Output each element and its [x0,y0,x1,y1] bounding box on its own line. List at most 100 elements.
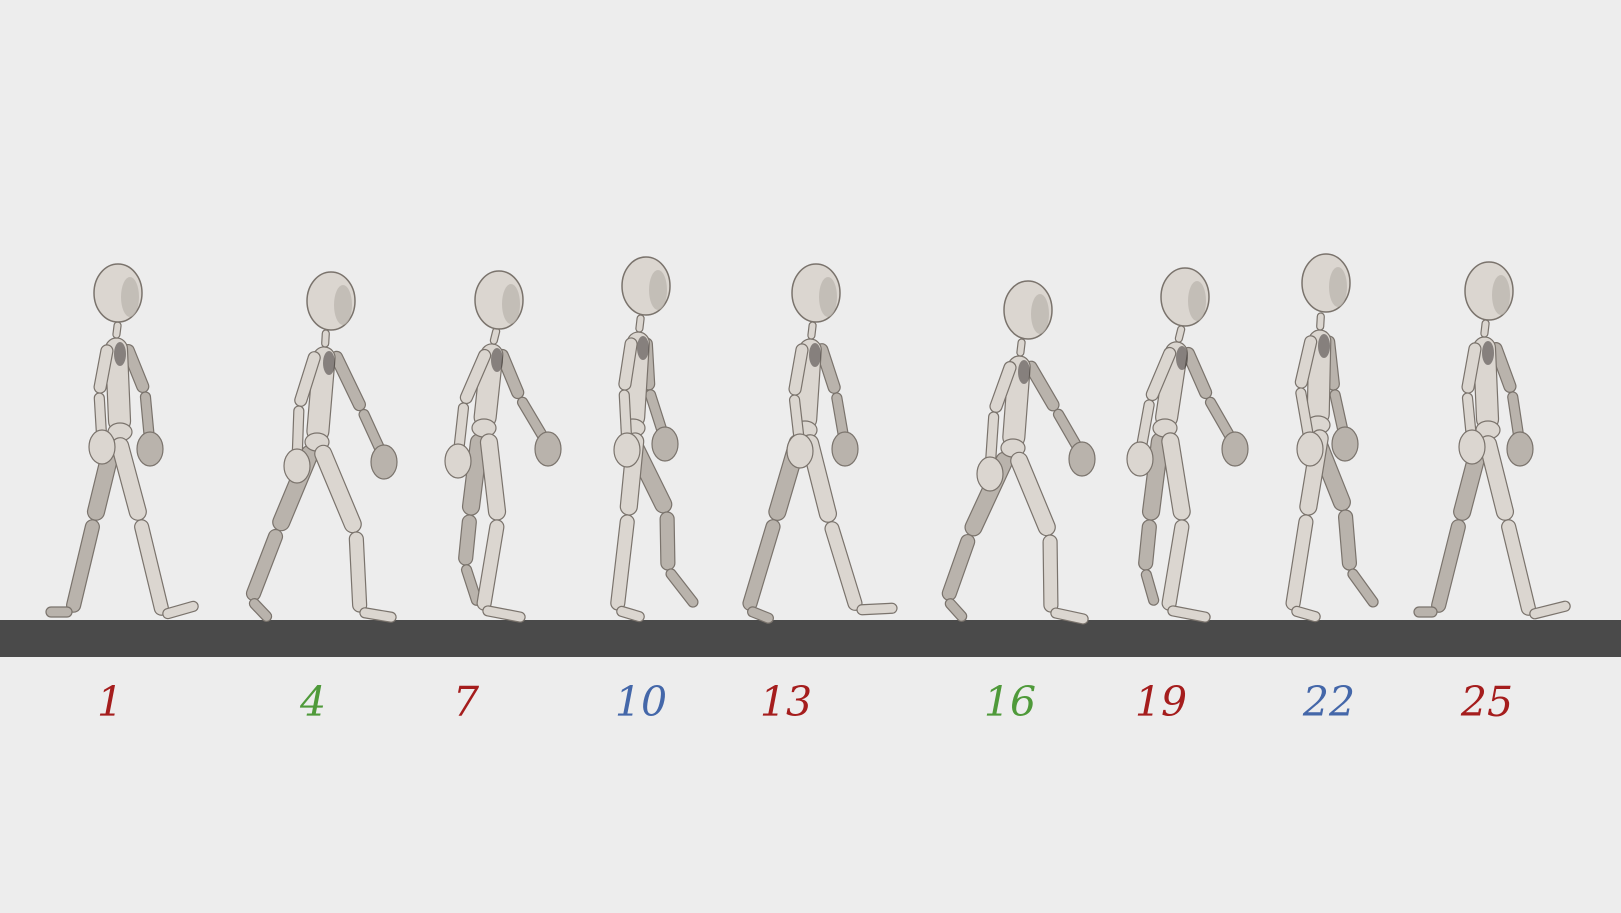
far-foot [747,606,774,624]
shoulder-shadow [1318,334,1330,358]
far-foot [665,568,699,608]
frame-label-1: 1 [96,678,124,726]
far-hand [831,431,859,467]
near-shin [134,519,169,616]
near-hand [444,443,472,479]
head-shading [1188,281,1206,321]
neck [1016,338,1026,357]
neck [1174,325,1186,343]
neck [112,321,122,339]
near-hand [976,456,1004,492]
far-hand [534,431,562,467]
mannequin-frame-13 [742,263,898,624]
frame-label-7: 7 [452,678,480,726]
far-hand [1221,431,1249,467]
head-shading [819,277,837,317]
near-shin [1042,534,1059,613]
frame-label-22: 22 [1302,678,1356,726]
mannequin-frame-22 [1285,253,1379,623]
near-thigh [314,444,362,534]
far-foot [1413,606,1438,618]
shoulder-shadow [323,351,335,375]
mannequin-frame-7 [444,270,562,623]
head-shading [121,277,139,317]
far-shin [659,511,676,571]
near-foot [1050,607,1089,625]
shoulder-shadow [637,336,649,360]
mannequin-frame-25 [1413,261,1571,620]
near-foot [162,600,199,620]
frame-label-10: 10 [614,678,668,726]
near-shin [610,514,635,611]
far-foot [1140,569,1160,606]
frame-label-19: 19 [1134,678,1188,726]
mannequin-frame-4 [245,271,398,623]
ground-strip [0,620,1621,657]
far-hand [651,426,679,462]
near-hand [1296,431,1324,467]
frame-label-13: 13 [759,678,813,726]
near-shin [1161,519,1190,611]
near-hand [613,432,641,468]
shoulder-shadow [491,348,503,372]
far-hand [1068,441,1096,477]
far-shin [66,519,100,613]
near-foot [1291,605,1321,623]
near-foot [616,605,645,623]
far-foot [248,598,273,622]
head-shading [1031,294,1049,334]
neck [1480,319,1490,338]
mannequin-frame-16 [941,280,1096,625]
far-hand [136,431,164,467]
near-hand [88,429,116,465]
frame-label-16: 16 [983,678,1037,726]
neck [635,314,645,333]
frame-label-25: 25 [1460,678,1514,726]
mannequin-frame-1 [45,263,199,620]
neck [807,321,817,340]
shoulder-shadow [1176,346,1188,370]
shoulder-shadow [809,343,821,367]
mannequin-frame-10 [610,256,699,623]
far-shin [1431,519,1466,613]
near-hand [1458,429,1486,465]
far-shin [1337,509,1358,571]
far-shin [1138,519,1157,571]
head-shading [334,285,352,325]
frame-label-4: 4 [299,678,327,726]
far-hand [370,444,398,480]
far-shin [941,533,976,602]
near-foot [1529,600,1571,620]
near-shin [824,521,863,611]
far-shin [245,528,284,602]
near-hand [283,448,311,484]
far-hand [1506,431,1534,467]
near-hand [786,433,814,469]
near-shin [348,531,368,613]
far-foot [1347,568,1379,608]
shoulder-shadow [1482,341,1494,365]
near-shin [1501,519,1536,616]
far-foot [45,606,73,618]
shoulder-shadow [1018,360,1030,384]
head-shading [502,284,520,324]
near-shin [1285,514,1314,611]
head-shading [1492,275,1510,315]
head-shading [649,270,667,310]
far-shin [458,514,477,566]
figures-group [45,253,1571,625]
near-thigh [1161,432,1191,521]
neck [321,329,330,348]
mannequin-frame-19 [1126,267,1249,623]
shoulder-shadow [114,342,126,366]
near-hand [1126,441,1154,477]
neck [1316,312,1325,331]
near-thigh [1010,451,1056,537]
far-shin [742,519,781,611]
far-foot [944,598,968,622]
far-hand [1331,426,1359,462]
near-foot [856,602,898,616]
head-shading [1329,267,1347,307]
